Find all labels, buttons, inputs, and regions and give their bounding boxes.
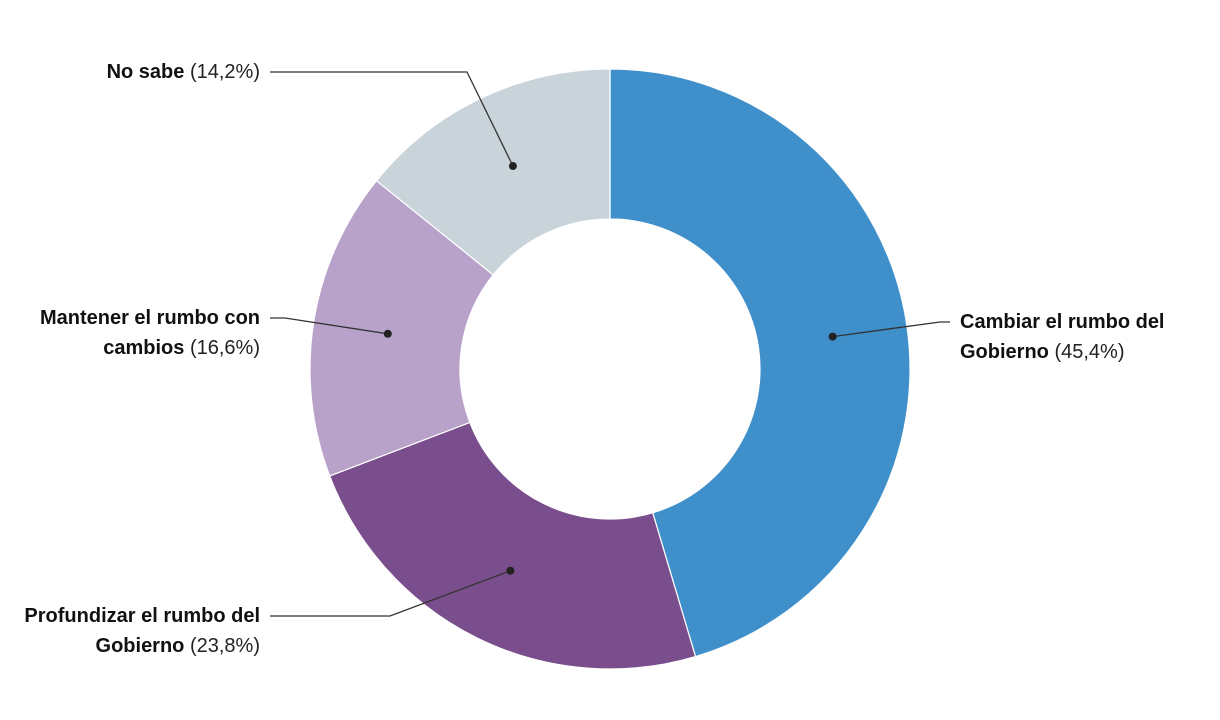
leader-dot	[506, 566, 515, 575]
category-label: Mantener el rumbo con cambios	[39, 307, 260, 359]
leader-line	[270, 317, 388, 335]
value-label: (45,4%)	[1054, 341, 1125, 363]
leader-line	[270, 570, 511, 617]
slice-label: No sabe (14,2%)	[15, 57, 260, 87]
category-label: Cambiar el rumbo del Gobierno	[960, 311, 1165, 363]
slice-label: Cambiar el rumbo del Gobierno (45,4%)	[960, 307, 1210, 367]
donut-slice	[328, 421, 697, 670]
donut-slice	[609, 68, 911, 658]
donut-slice	[309, 179, 495, 477]
donut-slice	[375, 68, 611, 276]
leader-line	[832, 321, 950, 338]
category-label: No sabe	[106, 61, 185, 83]
leader-dot	[508, 162, 517, 171]
leader-dot	[828, 332, 837, 341]
value-label: (23,8%)	[189, 635, 260, 657]
leader-line	[270, 71, 514, 167]
slice-label: Profundizar el rumbo del Gobierno (23,8%…	[15, 601, 260, 661]
value-label: (14,2%)	[189, 61, 260, 83]
slice-label: Mantener el rumbo con cambios (16,6%)	[35, 303, 260, 363]
value-label: (16,6%)	[189, 337, 260, 359]
category-label: Profundizar el rumbo del Gobierno	[24, 605, 260, 657]
leader-dot	[383, 329, 392, 338]
